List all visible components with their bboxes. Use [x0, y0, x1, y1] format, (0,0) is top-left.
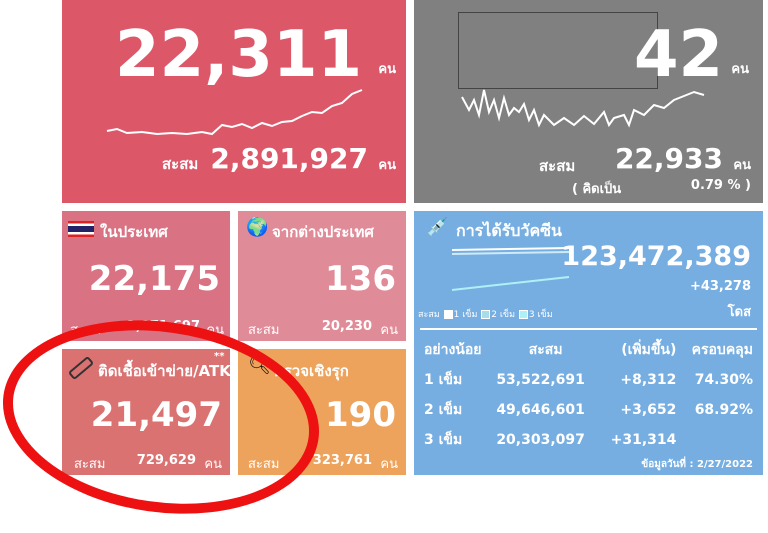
- legend-swatch-1: [443, 310, 453, 319]
- coverage: 68.92%: [694, 402, 753, 418]
- imported-cumulative: 20,230: [321, 319, 372, 334]
- legend-2: 2 เข็ม: [491, 310, 516, 320]
- search-icon: 🔍︎: [248, 355, 271, 376]
- legend-3: 3 เข็ม: [528, 310, 553, 320]
- cumulative-label: สะสม: [539, 157, 576, 175]
- globe-plane-icon: 🌍: [246, 217, 269, 238]
- vaccine-label: การได้รับวัคซีน: [456, 221, 562, 240]
- domestic-cumulative: 2,871,697: [126, 319, 200, 334]
- legend-swatch-2: [481, 310, 491, 319]
- dose: 3 เข็ม: [424, 432, 463, 448]
- cumulative: 53,522,691: [496, 372, 585, 388]
- coverage: 74.30%: [694, 372, 753, 388]
- legend-1: 1 เข็ม: [453, 310, 478, 320]
- deaths-trend-line: [461, 89, 705, 128]
- unit: คน: [380, 323, 398, 338]
- domestic-card: ในประเทศ 22,175 สะสม 2,871,697 คน: [62, 211, 230, 341]
- atk-card: ติดเชื้อเข้าข่าย/ATK ** 21,497 สะสม 729,…: [62, 349, 231, 475]
- table-header: อย่างน้อย สะสม (เพิ่มขึ้น) ครอบคลุม: [420, 335, 757, 365]
- dose: 1 เข็ม: [424, 372, 463, 388]
- unit: คน: [380, 457, 398, 472]
- unit: คน: [204, 457, 222, 472]
- domestic-label: ในประเทศ: [100, 223, 168, 241]
- unit: คน: [731, 62, 749, 77]
- vaccine-table: อย่างน้อย สะสม (เพิ่มขึ้น) ครอบคลุม 1 เข็ม 5…: [420, 335, 757, 455]
- cumulative-label: สะสม: [248, 323, 280, 338]
- total-cases-card: 22,311 คน สะสม 2,891,927 คน: [62, 0, 406, 203]
- legend-swatch-3: [518, 310, 528, 319]
- unit: คน: [206, 323, 224, 338]
- dose: 2 เข็ม: [424, 402, 463, 418]
- vaccine-increase: +43,278: [689, 279, 751, 294]
- vaccine-trend-lines: [451, 247, 570, 291]
- cumulative: 20,303,097: [496, 432, 585, 448]
- total-cases-trend-line: [106, 89, 363, 136]
- atk-today: 21,497: [90, 395, 222, 435]
- proactive-card: 🔍︎ ตรวจเชิงรุก 190 สะสม 323,761 คน: [238, 349, 406, 475]
- header-cumulative: สะสม: [528, 342, 563, 358]
- imported-label: จากต่างประเทศ: [272, 223, 374, 241]
- vaccine-legend: สะสม 1 เข็ม 2 เข็ม 3 เข็ม: [418, 307, 553, 321]
- rate-label: ( คิดเป็น: [572, 182, 622, 197]
- vaccine-total: 123,472,389: [561, 241, 751, 272]
- cumulative-label: สะสม: [418, 310, 440, 320]
- table-row: 1 เข็ม 53,522,691 +8,312 74.30%: [420, 365, 757, 395]
- domestic-today: 22,175: [88, 259, 220, 299]
- unit: คน: [378, 62, 396, 77]
- increase: +3,652: [620, 402, 677, 418]
- header-coverage: ครอบคลุม: [691, 342, 753, 358]
- imported-card: 🌍 จากต่างประเทศ 136 สะสม 20,230 คน: [238, 211, 406, 341]
- unit: คน: [378, 158, 396, 173]
- increase: +31,314: [610, 432, 677, 448]
- divider: [420, 328, 757, 330]
- proactive-cumulative: 323,761: [312, 453, 372, 468]
- deaths-today: 42: [633, 18, 723, 92]
- death-rate: 0.79 % ): [690, 178, 751, 193]
- atk-note: **: [214, 351, 225, 362]
- atk-label: ติดเชื้อเข้าข่าย/ATK: [98, 362, 231, 380]
- deaths-cumulative: 22,933: [614, 142, 723, 175]
- unit: คน: [733, 158, 751, 173]
- proactive-label: ตรวจเชิงรุก: [274, 362, 349, 380]
- proactive-today: 190: [325, 395, 396, 435]
- cumulative: 49,646,601: [496, 402, 585, 418]
- header-dose: อย่างน้อย: [424, 342, 482, 358]
- cumulative-label: สะสม: [70, 323, 102, 338]
- header-increase: (เพิ่มขึ้น): [621, 342, 677, 358]
- cumulative-label: สะสม: [248, 457, 280, 472]
- cumulative-label: สะสม: [74, 457, 106, 472]
- increase: +8,312: [620, 372, 677, 388]
- data-date: ข้อมูลวันที่ : 2/27/2022: [641, 459, 753, 470]
- total-cumulative: 2,891,927: [210, 142, 368, 175]
- coverage: [680, 425, 757, 455]
- atk-test-icon: [67, 355, 95, 381]
- cumulative-label: สะสม: [162, 155, 199, 173]
- table-row: 3 เข็ม 20,303,097 +31,314: [420, 425, 757, 455]
- dose-unit: โดส: [727, 305, 751, 320]
- deaths-card: 42 คน สะสม 22,933 คน ( คิดเป็น 0.79 % ): [414, 0, 763, 203]
- table-row: 2 เข็ม 49,646,601 +3,652 68.92%: [420, 395, 757, 425]
- syringe-icon: 💉: [426, 217, 449, 238]
- imported-today: 136: [325, 259, 396, 299]
- atk-cumulative: 729,629: [136, 453, 196, 468]
- thai-flag-icon: [68, 221, 94, 237]
- highlight-box: [458, 12, 658, 89]
- total-today: 22,311: [115, 18, 362, 92]
- vaccine-card: 💉 การได้รับวัคซีน 123,472,389 +43,278 โด…: [414, 211, 763, 475]
